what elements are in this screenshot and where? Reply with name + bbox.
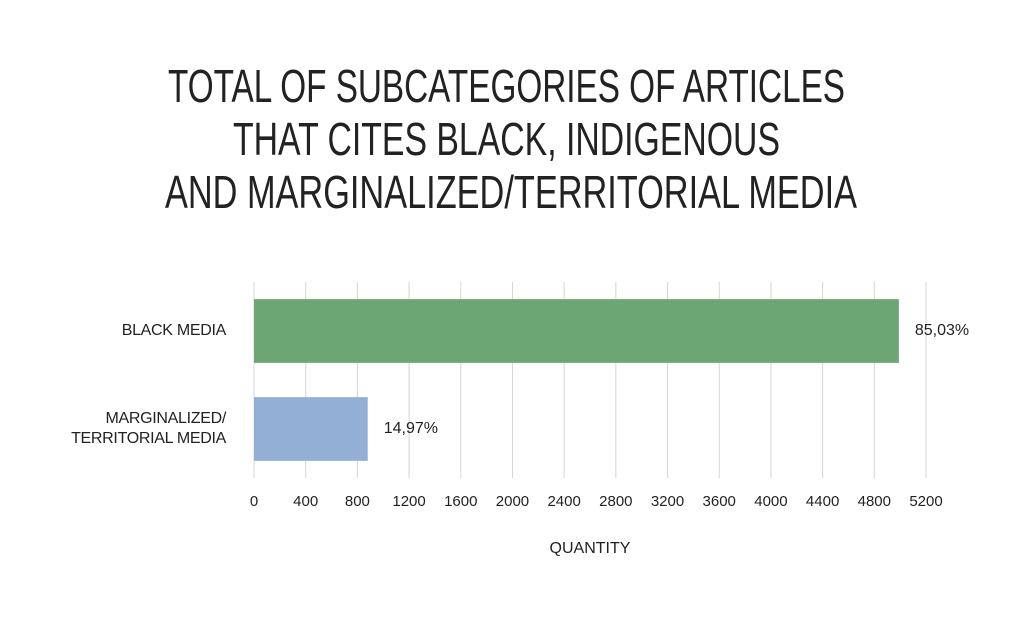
x-tick-label: 3600	[703, 493, 736, 510]
x-tick-label: 0	[250, 493, 258, 510]
y-tick-label: MARGINALIZED/ TERRITORIAL MEDIA	[71, 410, 226, 447]
x-tick-label: 5200	[909, 493, 942, 510]
chart-title: TOTAL OF SUBCATEGORIES OF ARTICLES	[168, 60, 845, 112]
chart-title: AND MARGINALIZED/TERRITORIAL MEDIA	[165, 166, 857, 218]
y-tick-label: BLACK MEDIA	[121, 322, 227, 339]
bar	[254, 397, 368, 461]
share-label: 85,03%	[915, 322, 969, 339]
x-tick-label: 2800	[599, 493, 632, 510]
x-tick-label: 4400	[806, 493, 839, 510]
x-tick-label: 800	[345, 493, 370, 510]
x-tick-label: 4000	[754, 493, 787, 510]
x-tick-label: 4800	[858, 493, 891, 510]
x-tick-label: 2000	[496, 493, 529, 510]
chart-title: THAT CITES BLACK, INDIGENOUS	[233, 113, 780, 165]
bar	[254, 299, 899, 363]
x-axis-label: QUANTITY	[550, 540, 631, 557]
share-label: 14,97%	[384, 420, 438, 437]
x-tick-label: 1200	[392, 493, 425, 510]
x-tick-label: 2400	[547, 493, 580, 510]
x-tick-label: 1600	[444, 493, 477, 510]
x-tick-label: 400	[293, 493, 318, 510]
x-tick-label: 3200	[651, 493, 684, 510]
